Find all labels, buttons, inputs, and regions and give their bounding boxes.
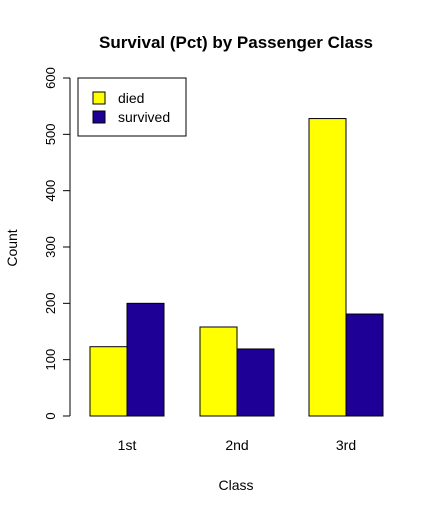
legend-label-died: died (118, 90, 144, 106)
y-axis: 0 100 200 300 400 500 600 (43, 67, 71, 420)
legend-swatch-died (92, 91, 106, 105)
legend-swatch-survived (92, 110, 106, 124)
bar-died-1st (89, 346, 128, 417)
y-tick-label-6: 600 (43, 67, 58, 89)
bar-survived-1st (126, 302, 165, 417)
legend-label-survived: survived (118, 109, 170, 125)
x-axis-label: Class (218, 477, 253, 493)
bars (89, 118, 384, 417)
legend-box (77, 77, 187, 137)
y-tick-label-5: 500 (43, 123, 58, 145)
legend: died survived (77, 77, 187, 137)
y-tick-label-3: 300 (43, 236, 58, 258)
y-axis-label: Count (4, 229, 20, 266)
bar-survived-3rd (345, 313, 384, 417)
bar-died-3rd (308, 118, 347, 417)
y-tick-label-0: 0 (43, 412, 58, 419)
bar-died-2nd (199, 326, 238, 417)
y-tick-label-2: 200 (43, 292, 58, 314)
y-tick-label-4: 400 (43, 180, 58, 202)
chart-title: Survival (Pct) by Passenger Class (99, 33, 373, 52)
x-tick-label-3rd: 3rd (336, 437, 356, 453)
x-tick-labels: 1st 2nd 3rd (118, 437, 356, 453)
x-tick-label-2nd: 2nd (225, 437, 248, 453)
bar-survived-2nd (236, 348, 275, 417)
y-tick-label-1: 100 (43, 349, 58, 371)
x-tick-label-1st: 1st (118, 437, 137, 453)
